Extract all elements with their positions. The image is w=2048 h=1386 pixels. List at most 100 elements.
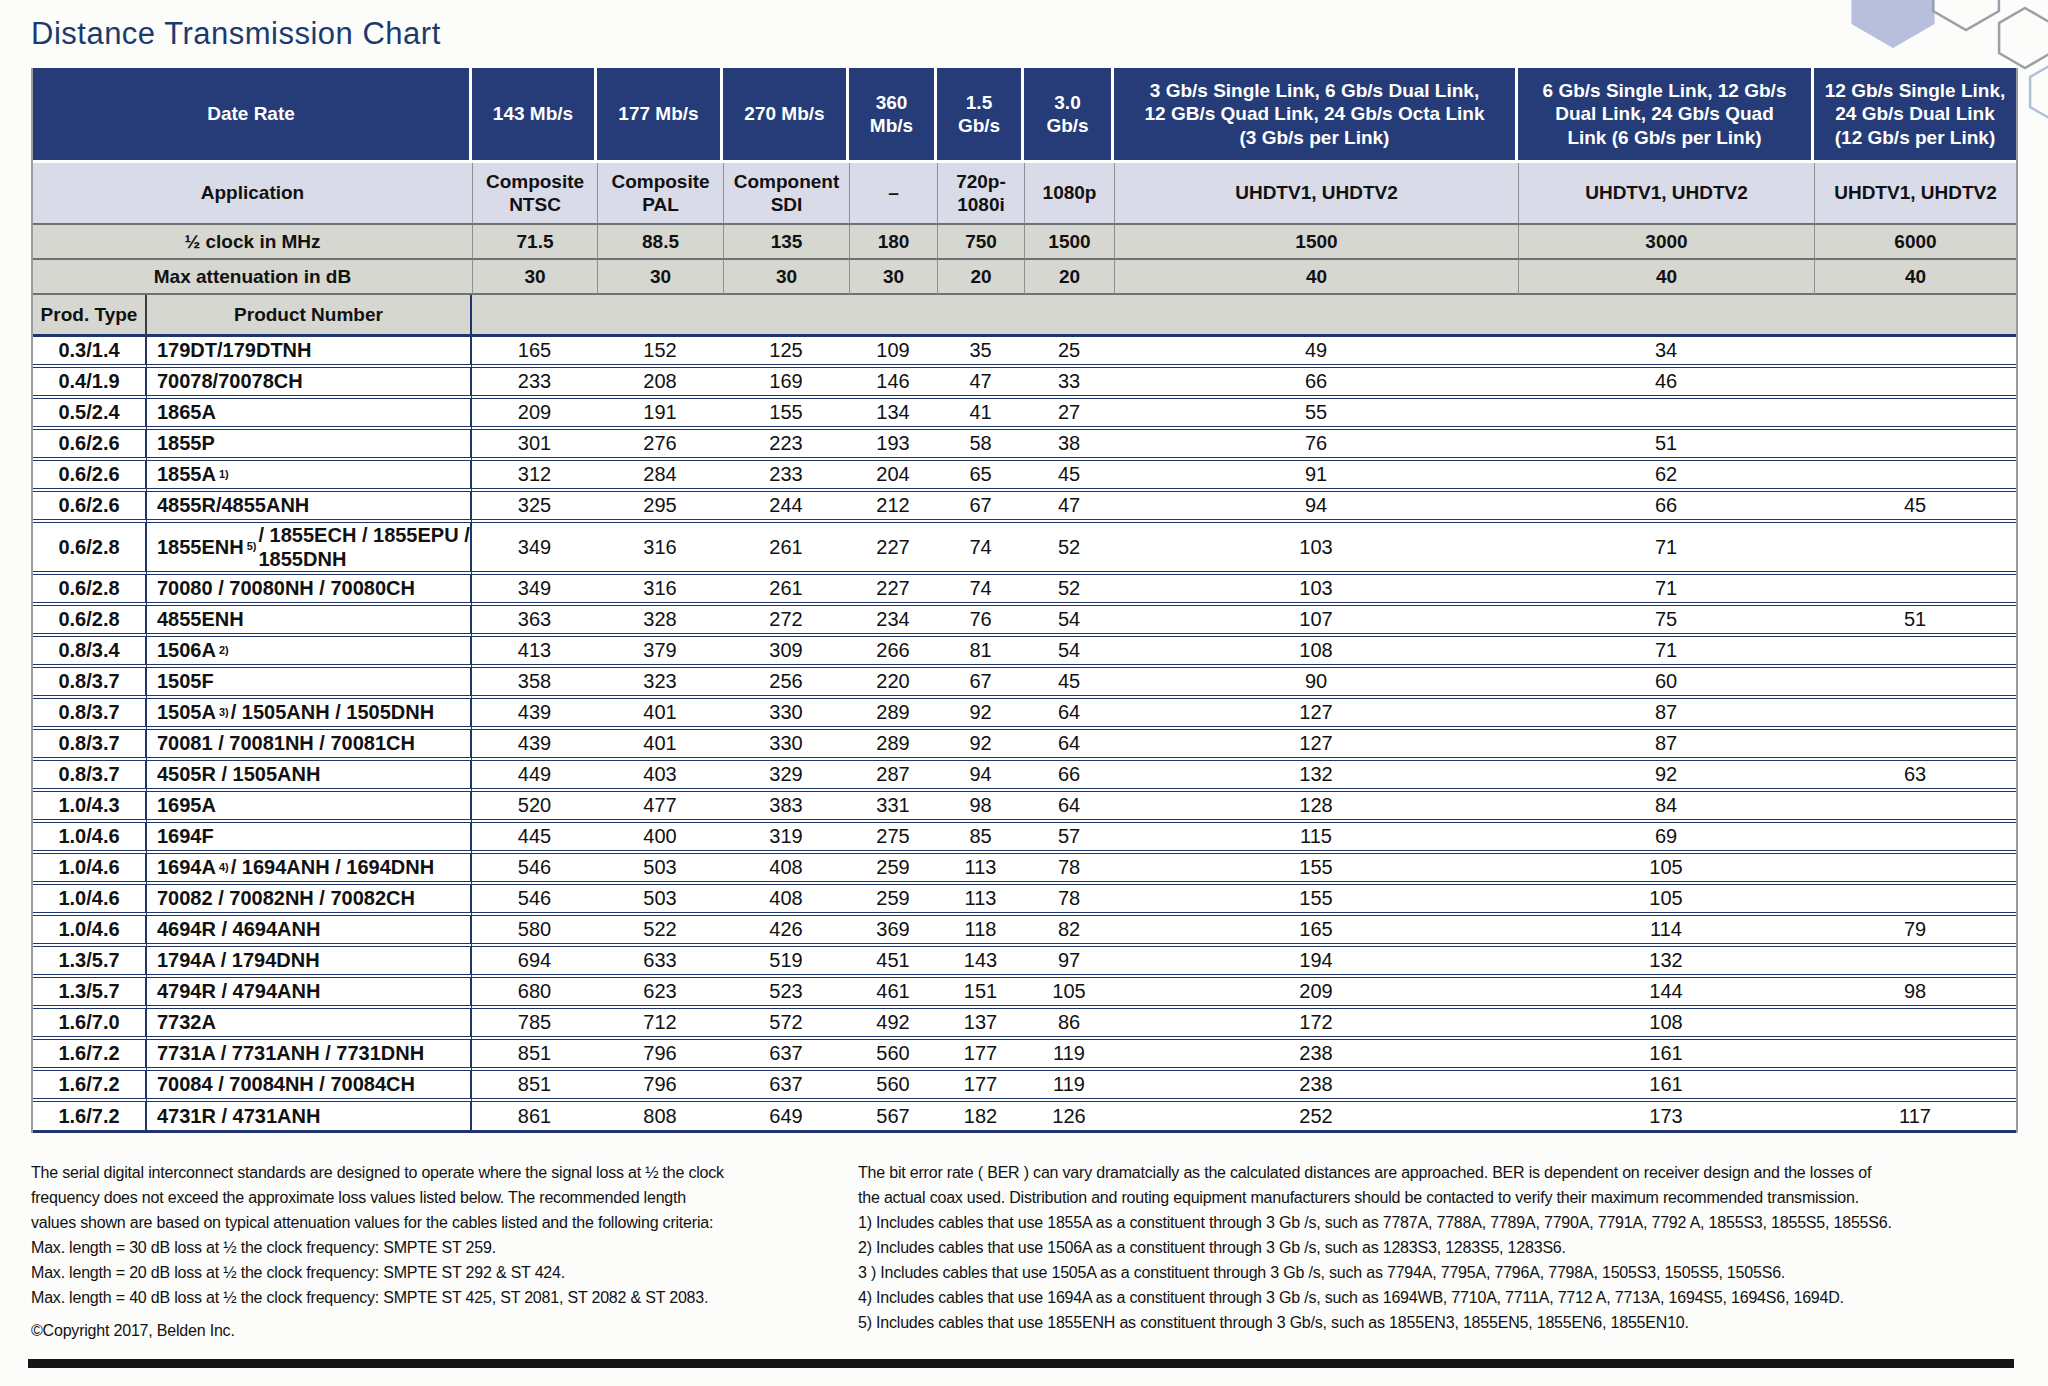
prod-type-cell: 1.0/4.3	[33, 792, 147, 823]
hexagon-outline-right	[1999, 8, 2048, 68]
value-cell: 86	[1024, 1009, 1114, 1040]
value-cell: 71	[1518, 575, 1814, 606]
value-cell: 503	[597, 885, 723, 916]
value-cell: 649	[723, 1102, 849, 1133]
value-cell: 127	[1114, 730, 1518, 761]
value-cell: 208	[597, 368, 723, 399]
value-cell	[1814, 947, 2016, 978]
value-cell: 408	[723, 854, 849, 885]
product-number-cell: 1506A2)	[147, 637, 472, 668]
header-col-3g-multilink: 3 Gb/s Single Link, 6 Gb/s Dual Link, 12…	[1114, 68, 1518, 163]
value-cell: 330	[723, 699, 849, 730]
attenuation-cell: 20	[1024, 260, 1114, 295]
distance-transmission-table: Date Rate 143 Mb/s 177 Mb/s 270 Mb/s 360…	[31, 68, 2018, 1133]
product-number-cell: 1855A1)	[147, 461, 472, 492]
product-number-cell: 1855ENH5)/ 1855ECH / 1855EPU / 1855DNH	[147, 523, 472, 575]
value-cell: 191	[597, 399, 723, 430]
prod-type-cell: 1.6/7.2	[33, 1102, 147, 1133]
value-cell: 244	[723, 492, 849, 523]
product-number-cell: 4505R / 1505ANH	[147, 761, 472, 792]
hexagon-outline-far	[2030, 62, 2048, 122]
value-cell: 146	[849, 368, 937, 399]
value-cell: 194	[1114, 947, 1518, 978]
application-cell: UHDTV1, UHDTV2	[1518, 163, 1814, 225]
value-cell: 401	[597, 699, 723, 730]
product-number-cell: 179DT/179DTNH	[147, 337, 472, 368]
value-cell	[1814, 1009, 2016, 1040]
attenuation-cell: 30	[597, 260, 723, 295]
attenuation-cell: 40	[1518, 260, 1814, 295]
value-cell: 560	[849, 1040, 937, 1071]
value-cell: 63	[1814, 761, 2016, 792]
value-cell: 461	[849, 978, 937, 1009]
value-cell: 25	[1024, 337, 1114, 368]
value-cell: 105	[1518, 854, 1814, 885]
value-cell: 71	[1518, 637, 1814, 668]
prod-type-cell: 0.6/2.8	[33, 575, 147, 606]
value-cell: 38	[1024, 430, 1114, 461]
attenuation-cell: 40	[1114, 260, 1518, 295]
value-cell: 259	[849, 854, 937, 885]
product-number-cell: 70080 / 70080NH / 70080CH	[147, 575, 472, 606]
value-cell: 143	[937, 947, 1024, 978]
value-cell: 161	[1518, 1071, 1814, 1102]
application-cell: UHDTV1, UHDTV2	[1114, 163, 1518, 225]
product-number-cell: 70081 / 70081NH / 70081CH	[147, 730, 472, 761]
value-cell: 85	[937, 823, 1024, 854]
value-cell: 60	[1518, 668, 1814, 699]
value-cell: 172	[1114, 1009, 1518, 1040]
value-cell: 796	[597, 1071, 723, 1102]
value-cell	[1814, 575, 2016, 606]
prod-type-cell: 0.5/2.4	[33, 399, 147, 430]
value-cell: 125	[723, 337, 849, 368]
value-cell: 97	[1024, 947, 1114, 978]
prod-type-cell: 1.6/7.2	[33, 1040, 147, 1071]
header-col-12g-multilink: 12 Gb/s Single Link, 24 Gb/s Dual Link (…	[1814, 68, 2016, 163]
prod-type-cell: 0.8/3.7	[33, 761, 147, 792]
half-clock-cell: 71.5	[472, 225, 597, 260]
product-number-cell: 70078/70078CH	[147, 368, 472, 399]
product-number-cell: 7731A / 7731ANH / 7731DNH	[147, 1040, 472, 1071]
value-cell: 62	[1518, 461, 1814, 492]
value-cell: 449	[472, 761, 597, 792]
value-cell: 45	[1024, 668, 1114, 699]
application-cell: UHDTV1, UHDTV2	[1814, 163, 2016, 225]
prod-type-cell: 0.8/3.4	[33, 637, 147, 668]
value-cell: 81	[937, 637, 1024, 668]
value-cell: 66	[1518, 492, 1814, 523]
value-cell: 41	[937, 399, 1024, 430]
header-col-360mbs: 360 Mb/s	[849, 68, 937, 163]
attenuation-cell: 30	[849, 260, 937, 295]
prod-type-cell: 0.8/3.7	[33, 668, 147, 699]
value-cell: 47	[1024, 492, 1114, 523]
value-cell: 851	[472, 1071, 597, 1102]
prod-type-cell: 0.8/3.7	[33, 699, 147, 730]
value-cell: 330	[723, 730, 849, 761]
value-cell: 76	[937, 606, 1024, 637]
value-cell: 58	[937, 430, 1024, 461]
value-cell: 33	[1024, 368, 1114, 399]
application-cell: Composite PAL	[597, 163, 723, 225]
value-cell: 52	[1024, 523, 1114, 575]
product-number-cell: 1694A4)/ 1694ANH / 1694DNH	[147, 854, 472, 885]
value-cell: 234	[849, 606, 937, 637]
value-cell: 861	[472, 1102, 597, 1133]
header-col-3gbs: 3.0 Gb/s	[1024, 68, 1114, 163]
value-cell: 316	[597, 523, 723, 575]
value-cell: 233	[723, 461, 849, 492]
product-number-cell: 4794R / 4794ANH	[147, 978, 472, 1009]
value-cell: 289	[849, 699, 937, 730]
value-cell: 66	[1114, 368, 1518, 399]
value-cell: 132	[1114, 761, 1518, 792]
footnote-line: 3 ) Includes cables that use 1505A as a …	[858, 1260, 2018, 1285]
value-cell: 79	[1814, 916, 2016, 947]
value-cell: 92	[1518, 761, 1814, 792]
value-cell: 785	[472, 1009, 597, 1040]
value-cell: 94	[937, 761, 1024, 792]
value-cell	[1814, 430, 2016, 461]
product-number-cell: 4694R / 4694ANH	[147, 916, 472, 947]
footnote-line: frequency does not exceed the approximat…	[31, 1185, 853, 1210]
attenuation-cell: 20	[937, 260, 1024, 295]
value-cell: 117	[1814, 1102, 2016, 1133]
header-col-177mbs: 177 Mb/s	[597, 68, 723, 163]
